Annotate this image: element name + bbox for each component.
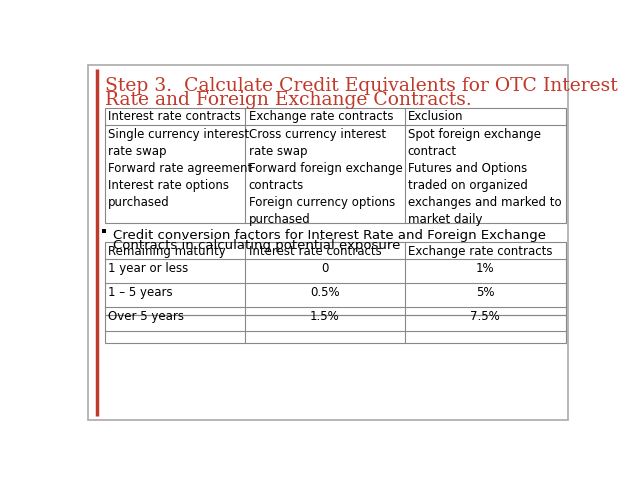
Text: Interest rate contracts: Interest rate contracts: [108, 110, 241, 123]
Text: Spot foreign exchange
contract
Futures and Options
traded on organized
exchanges: Spot foreign exchange contract Futures a…: [408, 128, 561, 226]
Text: Credit conversion factors for Interest Rate and Foreign Exchange: Credit conversion factors for Interest R…: [113, 229, 545, 242]
Text: 1.5%: 1.5%: [310, 310, 340, 323]
Text: Remaining maturity: Remaining maturity: [108, 245, 226, 258]
Text: Cross currency interest
rate swap
Forward foreign exchange
contracts
Foreign cur: Cross currency interest rate swap Forwar…: [248, 128, 403, 226]
Text: Single currency interest
rate swap
Forward rate agreement
Interest rate options
: Single currency interest rate swap Forwa…: [108, 128, 252, 209]
Text: 0: 0: [321, 263, 329, 276]
Text: Exchange rate contracts: Exchange rate contracts: [408, 245, 552, 258]
Text: Exchange rate contracts: Exchange rate contracts: [248, 110, 393, 123]
Text: Step 3.  Calculate Credit Equivalents for OTC Interest: Step 3. Calculate Credit Equivalents for…: [105, 77, 618, 95]
Bar: [105, 242, 566, 343]
Text: Rate and Foreign Exchange Contracts.: Rate and Foreign Exchange Contracts.: [105, 91, 472, 108]
Text: Exclusion: Exclusion: [408, 110, 463, 123]
Text: 7.5%: 7.5%: [470, 310, 500, 323]
Text: Interest rate contracts: Interest rate contracts: [248, 245, 381, 258]
Text: 0.5%: 0.5%: [310, 286, 340, 299]
Text: 1 – 5 years: 1 – 5 years: [108, 286, 173, 299]
Text: Over 5 years: Over 5 years: [108, 310, 184, 323]
Bar: [105, 108, 566, 223]
Bar: [102, 229, 106, 233]
Text: 1 year or less: 1 year or less: [108, 263, 188, 276]
Text: 1%: 1%: [476, 263, 495, 276]
Text: Contracts in calculating potential exposure: Contracts in calculating potential expos…: [113, 240, 400, 252]
Text: 5%: 5%: [476, 286, 495, 299]
